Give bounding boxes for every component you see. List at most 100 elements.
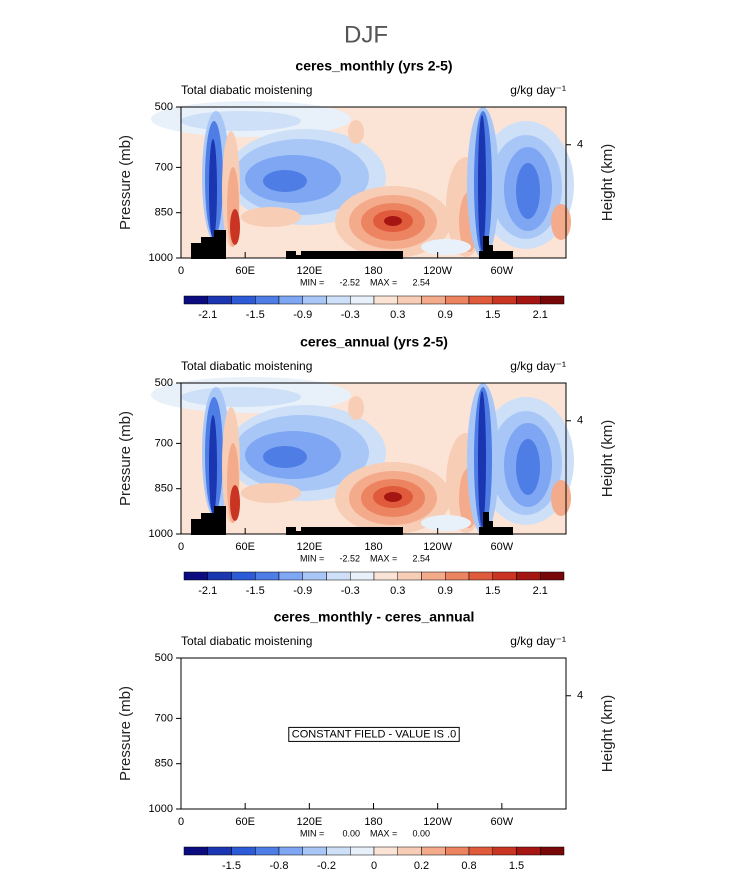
colorbar-box [516,571,541,581]
colorbar-label: -0.2 [317,860,336,872]
panel-subtitle: Total diabatic moistening [181,83,312,97]
colorbar-label: 0.2 [414,860,429,872]
y2-tick-label: 4 [577,690,583,702]
colorbar-box [445,846,470,856]
colorbar-box [421,846,446,856]
y-axis-label: Pressure (mb) [117,135,134,230]
units: g/kg day⁻¹ [510,359,566,373]
contour-fill [181,111,301,131]
colorbar-box [183,295,208,305]
y-tick-label: 700 [155,712,173,724]
x-tick-label: 0 [178,816,184,828]
colorbar-label: 0 [371,860,377,872]
colorbar-box [278,571,303,581]
colorbar-label: 2.1 [533,309,548,321]
x-tick-label: 120E [296,265,322,277]
contour-fill [551,204,571,240]
panel-title: ceres_monthly - ceres_annual [274,609,475,625]
contour-fill [384,492,402,502]
colorbar-box [468,846,493,856]
colorbar-box [255,571,280,581]
terrain [479,236,513,259]
colorbar-box [397,571,422,581]
colorbar-box [231,571,256,581]
x-tick-label: 60W [491,265,514,277]
y2-axis-label: Height (km) [599,144,616,222]
colorbar-label: -2.1 [198,309,217,321]
colorbar-label: -1.5 [246,309,265,321]
colorbar-box [302,846,327,856]
colorbar-label: 0.3 [390,309,405,321]
stat-value: 0.00 [412,828,430,838]
figure-title: DJF [344,21,388,48]
x-tick-label: 120E [296,816,322,828]
contour-fill [551,480,571,516]
units: g/kg day⁻¹ [510,634,566,648]
stat-label: MAX = [370,553,397,563]
colorbar-box [326,846,351,856]
colorbar-box [350,846,375,856]
colorbar-box [183,571,208,581]
contour-fill [384,216,402,226]
colorbar-box [231,295,256,305]
contour-fill [421,515,471,531]
x-tick-label: 60W [491,816,514,828]
y-axis-label: Pressure (mb) [117,411,134,506]
x-tick-label: 60E [235,541,255,553]
contour-fill [241,483,301,503]
terrain [191,506,226,535]
x-tick-label: 180 [364,265,382,277]
y-tick-label: 850 [155,483,173,495]
colorbar-box [397,846,422,856]
colorbar-box [421,295,446,305]
stat-label: MIN = [300,828,324,838]
x-tick-label: 120W [423,265,452,277]
x-tick-label: 60E [235,816,255,828]
contour-fill [209,415,217,515]
colorbar-box [397,295,422,305]
colorbar-box [445,571,470,581]
contour-fill [230,485,240,521]
contour-fill [478,391,486,527]
contour-fill [348,396,364,420]
contour-fill [478,115,486,251]
x-tick-label: 180 [364,541,382,553]
colorbar-label: 0.9 [438,309,453,321]
colorbar-box [207,846,232,856]
contour-fill [241,207,301,227]
colorbar-box [326,571,351,581]
colorbar-box [468,571,493,581]
stat-label: MAX = [370,277,397,287]
terrain [191,230,226,259]
y-tick-label: 500 [155,652,173,664]
colorbar-box [492,846,517,856]
y-tick-label: 850 [155,207,173,219]
colorbar-label: -0.3 [341,585,360,597]
contour-field [151,377,574,535]
colorbar-box [350,295,375,305]
colorbar-box [373,571,398,581]
colorbar-box [302,295,327,305]
y-tick-label: 850 [155,758,173,770]
x-tick-label: 0 [178,265,184,277]
y2-axis-label: Height (km) [599,695,616,773]
stat-value: -2.52 [339,553,360,563]
colorbar-box [278,846,303,856]
colorbar-box [492,571,517,581]
y-axis-label: Pressure (mb) [117,686,134,781]
y-tick-label: 1000 [149,252,173,264]
colorbar-label: -0.9 [293,585,312,597]
colorbar-label: 1.5 [509,860,524,872]
stat-value: 2.54 [412,277,430,287]
colorbar-box [255,846,280,856]
y-tick-label: 700 [155,161,173,173]
colorbar-box [207,571,232,581]
x-tick-label: 60W [491,541,514,553]
contour-fill [230,209,240,245]
colorbar-box [540,571,565,581]
colorbar-box [231,846,256,856]
contour-fill [263,170,307,192]
contour-fill [516,439,540,495]
colorbar-box [183,846,208,856]
panel-subtitle: Total diabatic moistening [181,359,312,373]
